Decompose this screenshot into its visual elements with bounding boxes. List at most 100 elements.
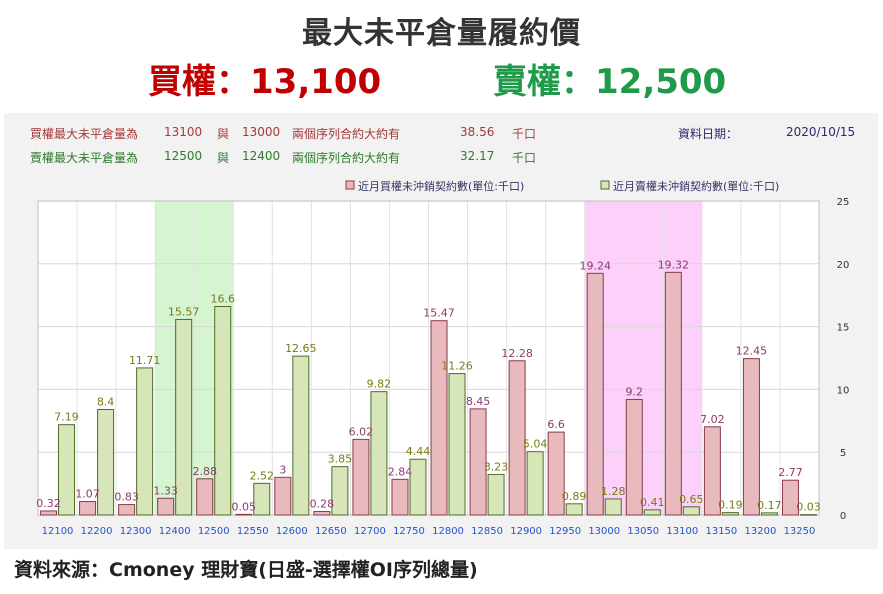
put-bar-12850 bbox=[487, 473, 505, 516]
call-value-label: 6.02 bbox=[349, 425, 374, 438]
x-tick-label: 12750 bbox=[393, 526, 425, 537]
y-tick-label: 20 bbox=[837, 260, 850, 271]
put-info-conj: 與 bbox=[217, 151, 230, 165]
call-value-label: 19.24 bbox=[579, 259, 611, 272]
put-bar-13250 bbox=[799, 514, 817, 516]
call-value-label: 1.33 bbox=[153, 484, 178, 497]
x-tick-label: 12950 bbox=[549, 526, 581, 537]
put-bar-13150 bbox=[721, 512, 739, 516]
call-bar-12100 bbox=[40, 510, 58, 516]
x-tick-label: 13100 bbox=[666, 526, 698, 537]
call-bar-12550 bbox=[235, 513, 253, 516]
put-value-label: 11.71 bbox=[129, 354, 161, 367]
call-value-label: 2.84 bbox=[388, 465, 413, 478]
x-tick-label: 13150 bbox=[705, 526, 737, 537]
call-value-label: 2.77 bbox=[778, 466, 803, 479]
put-bar-12950 bbox=[565, 503, 583, 516]
put-bar-12200 bbox=[97, 408, 115, 516]
call-info-amount: 38.56 bbox=[460, 125, 495, 139]
call-value-label: 0.83 bbox=[114, 491, 139, 504]
call-bar-12750 bbox=[391, 478, 409, 516]
put-bar-13000 bbox=[604, 498, 622, 516]
call-bar-12700 bbox=[352, 438, 370, 516]
call-value-label: 0.28 bbox=[310, 497, 335, 510]
put-bar-12500 bbox=[214, 306, 232, 516]
y-tick-label: 25 bbox=[837, 197, 850, 208]
call-value-label: 6.6 bbox=[547, 418, 565, 431]
put-bar-12900 bbox=[526, 451, 544, 516]
put-value-label: 1.28 bbox=[601, 485, 626, 498]
y-tick-label: 0 bbox=[840, 511, 846, 522]
call-bar-12800 bbox=[430, 320, 448, 516]
chart-panel: 買權最大未平倉量為 13100 與 13000 兩個序列合約大約有 38.56 … bbox=[4, 113, 878, 549]
data-date-label: 資料日期： bbox=[678, 127, 739, 141]
put-value-label: 12.65 bbox=[285, 342, 317, 355]
put-value-label: 8.4 bbox=[97, 395, 115, 408]
call-bar-13200 bbox=[742, 358, 760, 516]
call-info-desc: 兩個序列合約大約有 bbox=[292, 127, 401, 141]
call-bar-13150 bbox=[703, 426, 721, 516]
plot-border bbox=[37, 200, 820, 516]
x-tick-label: 13200 bbox=[745, 526, 777, 537]
put-value-label: 16.6 bbox=[210, 293, 235, 306]
call-value-label: 12.45 bbox=[736, 345, 768, 358]
put-info-desc: 兩個序列合約大約有 bbox=[292, 151, 401, 165]
call-info-strike-2: 13000 bbox=[242, 125, 281, 139]
call-bar-12500 bbox=[196, 478, 214, 516]
put-value-label: 11.26 bbox=[441, 360, 473, 373]
call-bar-13050 bbox=[625, 398, 643, 516]
put-bar-13200 bbox=[760, 512, 778, 516]
x-tick-label: 12550 bbox=[237, 526, 269, 537]
y-tick-label: 10 bbox=[837, 385, 850, 396]
put-bar-12100 bbox=[58, 424, 76, 516]
put-value-label: 0.19 bbox=[718, 499, 743, 512]
put-value-label: 0.41 bbox=[640, 496, 665, 509]
put-bar-13050 bbox=[643, 509, 661, 516]
call-bar-12200 bbox=[79, 501, 97, 516]
x-tick-label: 12900 bbox=[510, 526, 542, 537]
put-value-label: 9.82 bbox=[367, 378, 392, 391]
put-value-label: 4.44 bbox=[406, 445, 431, 458]
call-value-label: 0.32 bbox=[36, 497, 61, 510]
put-value-label: 0.17 bbox=[757, 499, 782, 512]
call-bar-12400 bbox=[157, 497, 175, 516]
call-bar-12600 bbox=[274, 476, 292, 516]
x-tick-label: 12800 bbox=[432, 526, 464, 537]
put-bar-12600 bbox=[292, 355, 310, 516]
put-bar-12300 bbox=[136, 367, 154, 516]
put-info-label: 賣權最大未平倉量為 bbox=[30, 151, 139, 165]
x-tick-label: 13250 bbox=[784, 526, 816, 537]
x-tick-label: 12700 bbox=[354, 526, 386, 537]
call-value-label: 0.05 bbox=[232, 500, 257, 513]
put-value-label: 2.52 bbox=[250, 469, 275, 482]
y-tick-label: 5 bbox=[840, 448, 846, 459]
call-bar-12300 bbox=[118, 504, 136, 516]
call-info-conj: 與 bbox=[217, 127, 230, 141]
call-value-label: 12.28 bbox=[501, 347, 533, 360]
call-value-label: 15.47 bbox=[423, 307, 455, 320]
put-info-strike-2: 12400 bbox=[242, 149, 281, 163]
data-source-note: 資料來源：Cmoney 理財寶(日盛-選擇權OI序列總量) bbox=[14, 559, 478, 581]
put-value-label: 3.23 bbox=[484, 460, 509, 473]
put-bar-13100 bbox=[682, 506, 700, 516]
call-info-strike-1: 13100 bbox=[164, 125, 203, 139]
call-value-label: 19.32 bbox=[658, 258, 690, 271]
call-max-oi-headline: 買權：13,100 bbox=[148, 62, 382, 102]
oi-bar-chart: 0 5 10 15 20 25 0.32 7.19 12100 1.07 8.4 12200 0.83 1… bbox=[36, 179, 850, 537]
call-info-label: 買權最大未平倉量為 bbox=[30, 127, 139, 141]
x-tick-label: 12600 bbox=[276, 526, 308, 537]
put-info-strike-1: 12500 bbox=[164, 149, 203, 163]
call-value-label: 2.88 bbox=[192, 465, 217, 478]
put-value-label: 0.65 bbox=[679, 493, 704, 506]
call-info-unit: 千口 bbox=[512, 127, 537, 141]
call-bar-13000 bbox=[586, 272, 604, 516]
call-bar-12650 bbox=[313, 510, 331, 516]
page-title: 最大未平倉量履約價 bbox=[302, 16, 581, 51]
call-bar-12850 bbox=[469, 408, 487, 516]
x-tick-label: 12650 bbox=[315, 526, 347, 537]
x-tick-label: 12500 bbox=[198, 526, 230, 537]
x-tick-label: 12850 bbox=[471, 526, 503, 537]
put-value-label: 15.57 bbox=[168, 305, 200, 318]
legend-label-put: 近月賣權未沖銷契約數(單位:千口) bbox=[613, 179, 779, 193]
put-info-unit: 千口 bbox=[512, 151, 537, 165]
